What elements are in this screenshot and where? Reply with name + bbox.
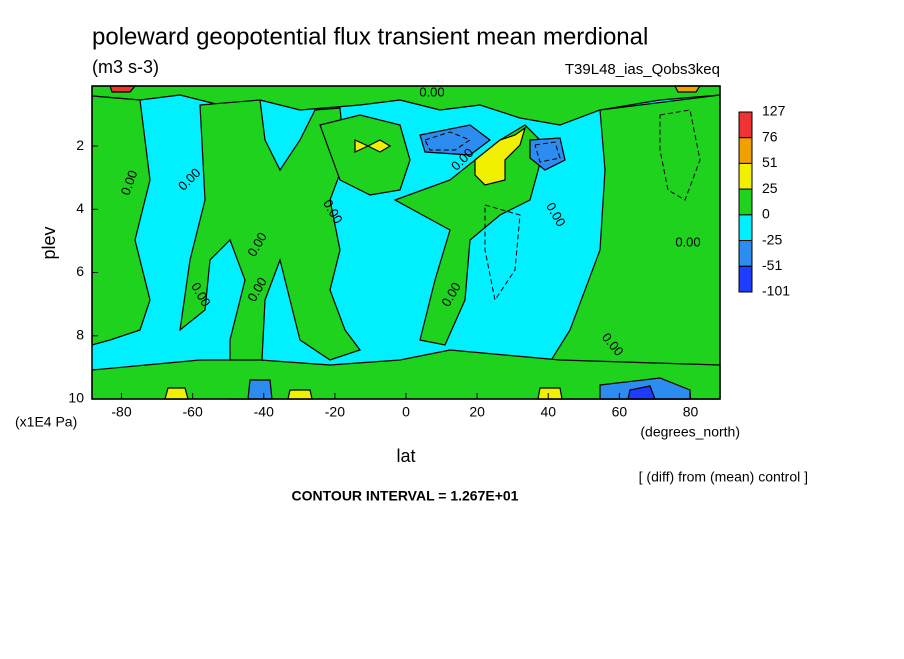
x-tick-label: -80 xyxy=(111,404,131,420)
colorbar-box xyxy=(738,265,753,293)
contour-fill xyxy=(247,379,273,400)
colorbar-box xyxy=(738,111,753,139)
contour-fill xyxy=(287,389,313,400)
x-tick-label: -20 xyxy=(325,404,345,420)
x-tick-label: 0 xyxy=(402,404,410,420)
contour-fill xyxy=(537,387,563,400)
x-tick-label: 40 xyxy=(540,404,556,420)
colorbar-box xyxy=(738,137,753,164)
colorbar-label: -51 xyxy=(762,257,782,273)
field: 0.000.00 0.000.000.000.00 0.00 0.000.000.00… xyxy=(91,84,721,400)
colorbar-label: 51 xyxy=(762,154,778,170)
contour-interval: CONTOUR INTERVAL = 1.267E+01 xyxy=(292,488,519,504)
contour-line xyxy=(659,109,701,201)
x-tick-label: 20 xyxy=(469,404,485,420)
colorbar-box xyxy=(738,240,753,267)
y-tick-label: 10 xyxy=(68,390,84,406)
contour-fill xyxy=(91,85,721,126)
y-unit: (x1E4 Pa) xyxy=(15,414,77,430)
x-unit: (degrees_north) xyxy=(640,424,740,440)
y-tick-label: 4 xyxy=(76,200,84,216)
y-axis-label: plev xyxy=(39,226,59,259)
colorbar-box xyxy=(738,188,753,216)
colorbar-box xyxy=(738,162,753,190)
x-tick-label: -60 xyxy=(183,404,203,420)
note: [ (diff) from (mean) control ] xyxy=(639,469,808,485)
contour-fill xyxy=(319,114,411,196)
x-tick-label: -40 xyxy=(254,404,274,420)
contour-fill xyxy=(109,85,137,93)
chart-subtitle: (m3 s-3) xyxy=(92,57,159,77)
contour-fill xyxy=(179,99,361,400)
colorbar-label: -25 xyxy=(762,231,782,247)
contour-label: 0.00 xyxy=(675,234,700,249)
colorbar-label: -101 xyxy=(762,283,790,299)
run-label: T39L48_ias_Qobs3keq xyxy=(565,61,720,78)
colorbar-label: 127 xyxy=(762,103,786,119)
contour-label: 0.00 xyxy=(419,84,444,99)
contour-line xyxy=(424,131,472,151)
colorbar-label: 0 xyxy=(762,206,770,222)
colorbar-label: 76 xyxy=(762,128,778,144)
contour-fill xyxy=(164,387,189,400)
contour-fill xyxy=(474,126,527,186)
contour-fill xyxy=(354,139,392,153)
y-tick-label: 8 xyxy=(76,326,84,342)
x-axis-label: lat xyxy=(396,446,415,466)
contour-line xyxy=(534,141,561,163)
contour-fill xyxy=(91,95,151,346)
contour-fill xyxy=(419,124,491,156)
colorbar-label: 25 xyxy=(762,180,778,196)
chart-title: poleward geopotential flux transient mea… xyxy=(92,23,648,50)
y-tick-label: 2 xyxy=(76,137,84,153)
x-tick-label: 80 xyxy=(683,404,699,420)
contour-fill xyxy=(674,85,702,93)
x-tick-label: 60 xyxy=(612,404,628,420)
contour-line xyxy=(484,204,521,302)
y-tick-label: 6 xyxy=(76,263,84,279)
colorbar-box xyxy=(738,214,753,242)
